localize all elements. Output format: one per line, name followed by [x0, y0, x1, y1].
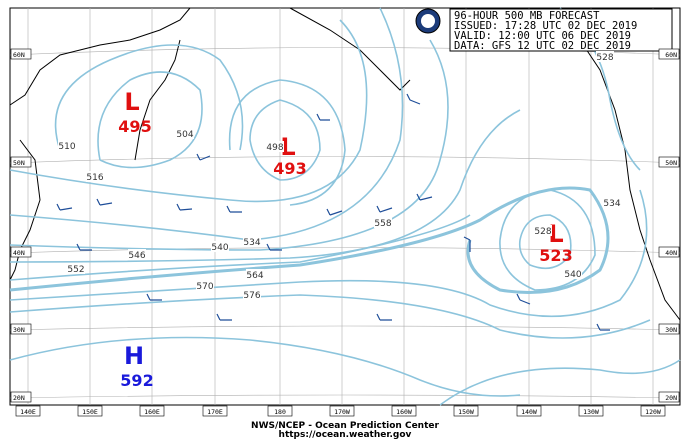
lon-label: 120W	[645, 408, 661, 416]
contour-label-bg	[603, 197, 621, 208]
contour-label: 498	[266, 143, 283, 153]
contour-label: 576	[243, 291, 260, 301]
contour-label: 534	[243, 238, 260, 248]
lat-label: 50N	[13, 159, 25, 167]
contour-label: 504	[176, 130, 193, 140]
lon-label: 160E	[144, 408, 160, 416]
lon-label: 140E	[20, 408, 36, 416]
header-line: VALID: 12:00 UTC 06 DEC 2019	[454, 30, 631, 42]
contour-label: 552	[67, 265, 84, 275]
center-symbol: L	[280, 133, 295, 161]
contour-label-bg	[243, 289, 261, 300]
header-box	[449, 8, 673, 52]
contour-label: 516	[86, 173, 103, 183]
contour-label-bg	[374, 217, 392, 228]
lat-label: 20N	[665, 394, 677, 402]
contour-label: 528	[596, 53, 613, 63]
lat-label-box	[10, 48, 32, 60]
lon-label: 160W	[396, 408, 412, 416]
contour-label-bg	[534, 225, 552, 236]
lat-label: 60N	[665, 51, 677, 59]
lat-label-box	[10, 391, 32, 403]
contour-label: 510	[58, 142, 75, 152]
contour-label: 558	[374, 219, 391, 229]
noaa-logo-inner	[421, 14, 435, 28]
wind-barbs	[56, 93, 610, 331]
footer-agency: NWS/NCEP - Ocean Prediction Center	[251, 421, 439, 431]
contour-label: 546	[128, 251, 145, 261]
lat-label: 40N	[665, 249, 677, 257]
lat-label-box	[658, 391, 680, 403]
contour-label-bg	[176, 128, 194, 139]
lat-label-box	[10, 156, 32, 168]
center-value: 592	[120, 371, 153, 390]
center-value: 493	[273, 159, 306, 178]
center-symbol: L	[124, 88, 139, 116]
lon-label-box	[578, 405, 604, 417]
lon-label: 130W	[583, 408, 599, 416]
contour-label: 540	[564, 270, 581, 280]
header-line: 96-HOUR 500 MB FORECAST	[454, 10, 600, 22]
graticule	[9, 8, 681, 405]
lat-label: 60N	[13, 51, 25, 59]
lon-label-box	[391, 405, 417, 417]
lat-label-box	[658, 48, 680, 60]
lon-label: 140W	[521, 408, 537, 416]
contour-label: 570	[196, 282, 213, 292]
lon-label: 150E	[82, 408, 98, 416]
contour-label-bg	[67, 263, 85, 274]
contour-label: 564	[246, 271, 263, 281]
contour-label-bg	[596, 51, 614, 62]
footer-url: https://ocean.weather.gov	[279, 430, 412, 439]
contour-label-bg	[246, 269, 264, 280]
center-value: 523	[539, 246, 572, 265]
lon-label-box	[77, 405, 103, 417]
contour-label-bg	[86, 171, 104, 182]
lon-label: 170E	[207, 408, 223, 416]
contour-label-bg	[128, 249, 146, 260]
lon-label: 170W	[334, 408, 350, 416]
lat-label: 20N	[13, 394, 25, 402]
contour-label: 528	[534, 227, 551, 237]
lon-label-box	[453, 405, 479, 417]
header-line: DATA: GFS 12 UTC 02 DEC 2019	[454, 40, 631, 52]
lat-label-box	[658, 246, 680, 258]
lon-label-box	[329, 405, 355, 417]
lon-label-box	[15, 405, 41, 417]
contour-label-bg	[211, 241, 229, 252]
lat-label-box	[658, 323, 680, 335]
lat-label-box	[658, 156, 680, 168]
lon-label: 150W	[458, 408, 474, 416]
contour-label-bg	[243, 236, 261, 247]
map-frame	[9, 7, 681, 406]
lon-label-box	[516, 405, 542, 417]
lon-label-box	[267, 405, 293, 417]
center-value: 495	[118, 117, 151, 136]
contour-label: 540	[211, 243, 228, 253]
lat-label: 30N	[665, 326, 677, 334]
lon-label-box	[202, 405, 228, 417]
contour-label-bg	[564, 268, 582, 279]
contour-label-bg	[196, 280, 214, 291]
contour-label: 534	[603, 199, 620, 209]
center-symbol: H	[124, 342, 144, 370]
lat-label: 50N	[665, 159, 677, 167]
header-line: ISSUED: 17:28 UTC 02 DEC 2019	[454, 20, 637, 32]
contour-label-bg	[266, 141, 284, 152]
lon-label-box	[139, 405, 165, 417]
lat-label-box	[10, 246, 32, 258]
contours	[9, 7, 681, 406]
lat-label-box	[10, 323, 32, 335]
lat-label: 30N	[13, 326, 25, 334]
contour-label-bg	[58, 140, 76, 151]
lat-label: 40N	[13, 249, 25, 257]
center-symbol: L	[548, 220, 563, 248]
lon-label: 180	[274, 408, 286, 416]
lon-label-box	[640, 405, 666, 417]
